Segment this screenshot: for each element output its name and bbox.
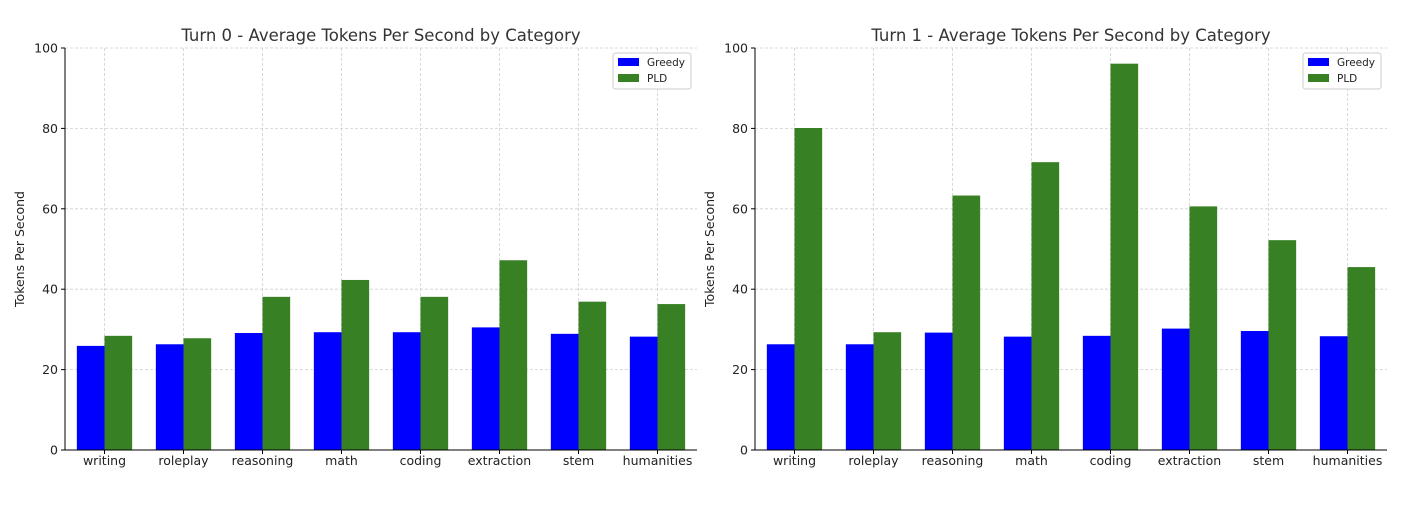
bar-greedy-roleplay [845,344,874,450]
bar-pld-extraction [499,260,528,450]
bar-pld-reasoning [952,195,981,450]
bar-greedy-writing [76,345,105,450]
legend-label-pld: PLD [647,73,667,85]
y-tick-label: 80 [42,121,58,136]
x-tick-label-writing: writing [83,453,126,468]
x-tick-label-coding: coding [1090,453,1132,468]
x-tick-label-math: math [325,453,358,468]
bar-greedy-extraction [1161,328,1190,450]
bar-greedy-math [313,332,342,450]
chart-panel-1: 0 20 40 60 80 100 writing roleplay reasoning math… [702,26,1387,468]
bar-pld-reasoning [262,296,291,450]
y-tick-label: 100 [34,41,58,56]
bar-pld-math [341,279,370,450]
y-tick-label: 20 [732,362,748,377]
bar-pld-roleplay [873,332,902,450]
x-tick-label-humanities: humanities [1313,453,1383,468]
x-tick-label-roleplay: roleplay [848,453,899,468]
x-tick-label-reasoning: reasoning [922,453,984,468]
bar-pld-humanities [1347,267,1376,450]
y-axis-label: Tokens Per Second [702,191,717,308]
y-tick-label: 40 [42,282,58,297]
bar-pld-stem [1268,240,1297,450]
y-tick-label: 20 [42,362,58,377]
bar-greedy-math [1003,336,1032,450]
y-tick-label: 40 [732,282,748,297]
y-axis-label: Tokens Per Second [12,191,27,308]
y-tick-label: 60 [732,201,748,216]
bar-pld-writing [794,127,823,451]
x-tick-label-writing: writing [773,453,816,468]
bar-greedy-humanities [629,336,658,450]
y-tick-label: 80 [732,121,748,136]
chart-title: Turn 0 - Average Tokens Per Second by Ca… [180,26,581,45]
chart-panel-0: 0 20 40 60 80 100 writing roleplay reasoning math… [12,26,697,468]
bar-pld-extraction [1189,206,1218,450]
legend-swatch-greedy [1308,58,1329,66]
y-tick-label: 0 [740,443,748,458]
y-tick-label: 0 [50,443,58,458]
y-tick-label: 60 [42,201,58,216]
bar-greedy-reasoning [924,332,953,450]
legend-label-greedy: Greedy [647,57,685,69]
legend-swatch-pld [1308,74,1329,82]
bar-pld-coding [1110,63,1139,450]
legend: Greedy PLD [1302,52,1382,90]
legend-swatch-pld [618,74,639,82]
chart-title: Turn 1 - Average Tokens Per Second by Ca… [870,26,1271,45]
legend: Greedy PLD [612,52,692,90]
x-tick-label-stem: stem [1253,453,1284,468]
x-tick-label-reasoning: reasoning [232,453,294,468]
bar-pld-humanities [657,304,686,450]
bar-pld-math [1031,162,1060,450]
x-tick-label-extraction: extraction [1158,453,1221,468]
y-tick-label: 100 [724,41,748,56]
bar-greedy-stem [550,333,579,450]
legend-swatch-greedy [618,58,639,66]
bar-greedy-coding [392,332,421,450]
bar-greedy-roleplay [155,344,184,450]
bar-pld-roleplay [183,338,212,450]
x-tick-label-coding: coding [400,453,442,468]
x-tick-label-stem: stem [563,453,594,468]
legend-label-greedy: Greedy [1337,57,1375,69]
x-tick-label-extraction: extraction [468,453,531,468]
bar-pld-stem [578,301,607,450]
bar-pld-coding [420,296,449,450]
bar-greedy-writing [766,344,795,450]
bar-greedy-reasoning [234,333,263,450]
bar-pld-writing [104,335,133,450]
x-tick-label-math: math [1015,453,1048,468]
bar-greedy-stem [1240,331,1269,450]
x-tick-label-roleplay: roleplay [158,453,209,468]
bar-greedy-extraction [471,327,500,450]
bar-greedy-coding [1082,335,1111,450]
legend-label-pld: PLD [1337,73,1357,85]
x-tick-label-humanities: humanities [623,453,693,468]
bar-greedy-humanities [1319,336,1348,450]
